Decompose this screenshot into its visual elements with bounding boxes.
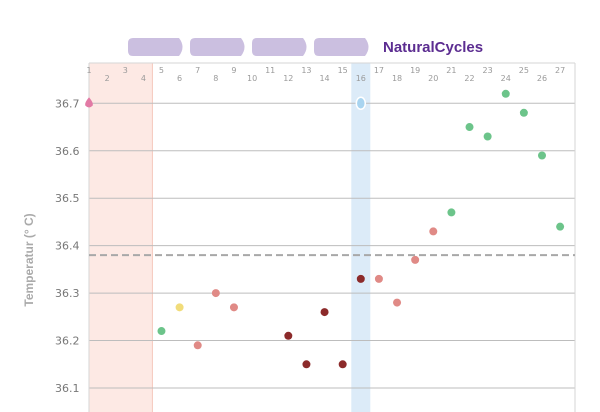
x-tick-label: 15	[338, 66, 348, 75]
x-tick-label: 22	[464, 74, 474, 83]
ovulation-egg-marker	[355, 96, 367, 111]
x-tick-label: 2	[105, 74, 110, 83]
temperature-point	[175, 303, 184, 312]
x-tick-label: 24	[501, 74, 511, 83]
temperature-point	[374, 274, 383, 283]
x-tick-label: 19	[410, 66, 420, 75]
x-tick-label: 18	[392, 74, 402, 83]
grid-lines	[89, 102, 575, 389]
y-tick-label: 36.3	[55, 287, 80, 300]
ovulation-band	[351, 63, 371, 412]
temperature-point	[157, 327, 166, 336]
cycle-bands	[89, 63, 371, 412]
x-tick-label: 20	[428, 74, 438, 83]
temperature-point	[411, 255, 420, 264]
x-tick-label: 12	[283, 74, 293, 83]
x-tick-label: 21	[446, 66, 456, 75]
y-tick-labels: 36.1 36.2 36.3 36.4 36.5 36.6 36.7	[55, 97, 80, 395]
x-tick-label: 7	[195, 66, 200, 75]
temperature-point	[465, 123, 474, 132]
x-tick-label: 26	[537, 74, 547, 83]
temperature-point	[447, 208, 456, 217]
brand-logo: NaturalCycles	[383, 39, 483, 56]
temperature-point	[229, 303, 238, 312]
y-tick-label: 36.1	[55, 382, 80, 395]
y-tick-label: 36.2	[55, 335, 80, 348]
phase-pill	[190, 38, 245, 56]
x-tick-label: 23	[483, 66, 493, 75]
x-tick-label: 10	[247, 74, 257, 83]
x-tick-label: 17	[374, 66, 384, 75]
period-drop-marker	[85, 97, 93, 108]
x-tick-label: 6	[177, 74, 182, 83]
temperature-points	[157, 89, 565, 369]
x-tick-label: 27	[555, 66, 565, 75]
temperature-point	[538, 151, 546, 160]
cycle-markers	[85, 96, 367, 111]
x-tick-label: 9	[231, 66, 236, 75]
x-tick-label: 3	[123, 66, 128, 75]
temperature-point	[393, 298, 402, 307]
chart-frame	[88, 62, 576, 412]
y-tick-label: 36.4	[55, 240, 80, 253]
temperature-point	[284, 331, 293, 340]
phase-pill	[314, 38, 369, 56]
temperature-point	[356, 274, 365, 283]
period-band	[89, 63, 153, 412]
temperature-point	[519, 108, 528, 117]
temperature-point	[302, 360, 311, 369]
temperature-point	[193, 341, 202, 350]
x-tick-label: 13	[301, 66, 311, 75]
x-tick-label: 8	[213, 74, 218, 83]
x-tick-label: 25	[519, 66, 529, 75]
x-tick-label: 14	[319, 74, 329, 83]
x-tick-label: 4	[141, 74, 146, 83]
y-tick-label: 36.6	[55, 145, 80, 158]
temperature-point	[429, 227, 438, 236]
temperature-point	[556, 222, 565, 231]
temperature-point	[211, 289, 220, 298]
temperature-point	[483, 132, 492, 141]
temperature-point	[501, 89, 510, 98]
x-tick-label: 11	[265, 66, 275, 75]
y-tick-label: 36.5	[55, 192, 80, 205]
phase-pill	[252, 38, 307, 56]
x-tick-label: 1	[86, 66, 91, 75]
y-tick-label: 36.7	[55, 97, 80, 110]
temperature-point	[320, 308, 329, 317]
x-tick-labels: 1234567891011121314151617181920212223242…	[86, 66, 565, 83]
x-tick-label: 5	[159, 66, 164, 75]
y-axis-title: Temperatur (° C)	[22, 213, 36, 306]
phase-bar	[128, 38, 369, 56]
phase-pill	[128, 38, 183, 56]
temperature-point	[338, 360, 347, 369]
x-tick-label: 16	[356, 74, 366, 83]
